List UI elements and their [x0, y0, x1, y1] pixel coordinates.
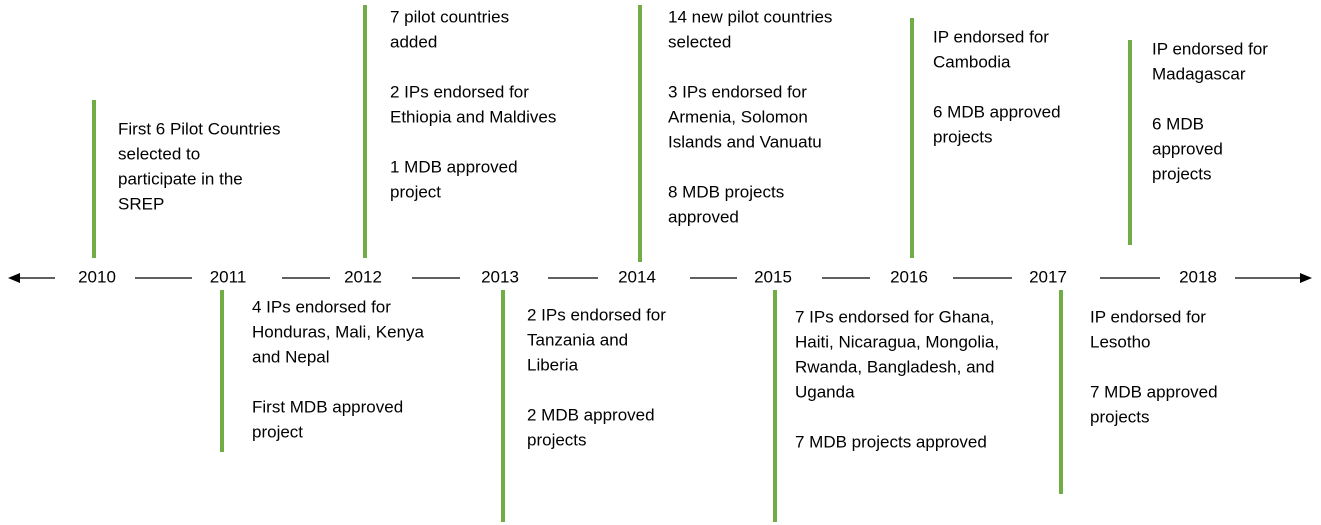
event-text: approved	[1152, 139, 1223, 158]
event-text: Lesotho	[1090, 332, 1151, 351]
event-text: 6 MDB approved	[933, 102, 1061, 121]
event-text: First MDB approved	[252, 397, 403, 416]
year-label: 2018	[1179, 267, 1217, 286]
arrow-right	[1300, 273, 1312, 283]
event-text: Uganda	[795, 382, 855, 401]
event-text: 3 IPs endorsed for	[668, 82, 807, 101]
event-text: SREP	[118, 194, 164, 213]
event-text: 1 MDB approved	[390, 157, 518, 176]
arrow-left	[8, 273, 20, 283]
event-text: 4 IPs endorsed for	[252, 297, 391, 316]
event-text: and Nepal	[252, 347, 330, 366]
event-text: 7 pilot countries	[390, 7, 509, 26]
event-text: 14 new pilot countries	[668, 7, 832, 26]
event-text: 7 MDB projects approved	[795, 432, 987, 451]
event-text: Madagascar	[1152, 64, 1246, 83]
year-label: 2015	[754, 267, 792, 286]
event-text: Haiti, Nicaragua, Mongolia,	[795, 332, 999, 351]
event-text: 6 MDB	[1152, 114, 1204, 133]
event-text: 2 MDB approved	[527, 405, 655, 424]
event-text: Armenia, Solomon	[668, 107, 808, 126]
year-label: 2012	[344, 267, 382, 286]
event-text: projects	[1152, 164, 1212, 183]
event-text: added	[390, 32, 437, 51]
event-text: selected to	[118, 144, 200, 163]
event-text: 8 MDB projects	[668, 182, 784, 201]
event-text: selected	[668, 32, 731, 51]
event-text: First 6 Pilot Countries	[118, 119, 281, 138]
event-text: participate in the	[118, 169, 243, 188]
event-text: IP endorsed for	[933, 27, 1049, 46]
event-text: projects	[527, 430, 587, 449]
event-text: Tanzania and	[527, 330, 628, 349]
event-text: 7 MDB approved	[1090, 382, 1218, 401]
event-text: approved	[668, 207, 739, 226]
event-text: 2 IPs endorsed for	[527, 305, 666, 324]
event-text: Honduras, Mali, Kenya	[252, 322, 425, 341]
event-text: Islands and Vanuatu	[668, 132, 822, 151]
event-text: projects	[933, 127, 993, 146]
year-label: 2014	[618, 267, 656, 286]
year-label: 2016	[890, 267, 928, 286]
event-text: 2 IPs endorsed for	[390, 82, 529, 101]
year-label: 2013	[481, 267, 519, 286]
event-text: projects	[1090, 407, 1150, 426]
year-label: 2010	[78, 267, 116, 286]
event-text: project	[390, 182, 441, 201]
event-text: Rwanda, Bangladesh, and	[795, 357, 994, 376]
event-text: IP endorsed for	[1152, 39, 1268, 58]
event-text: Cambodia	[933, 52, 1011, 71]
event-text: project	[252, 422, 303, 441]
event-text: Ethiopia and Maldives	[390, 107, 556, 126]
event-text: 7 IPs endorsed for Ghana,	[795, 307, 994, 326]
event-text: Liberia	[527, 355, 579, 374]
year-label: 2017	[1029, 267, 1067, 286]
event-text: IP endorsed for	[1090, 307, 1206, 326]
year-label: 2011	[210, 267, 247, 286]
